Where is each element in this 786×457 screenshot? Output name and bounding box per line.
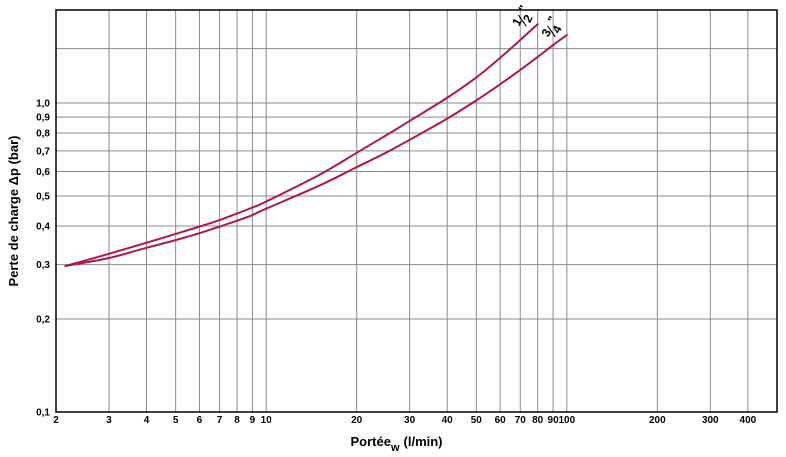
x-tick-label: 100 <box>558 415 575 426</box>
y-tick-label: 0,3 <box>36 260 50 271</box>
series-line <box>64 34 568 267</box>
x-tick-label: 80 <box>532 415 544 426</box>
x-axis-title-subscript: w <box>390 442 400 454</box>
x-tick-label: 8 <box>234 415 240 426</box>
x-tick-label: 9 <box>250 415 256 426</box>
x-tick-labels: 2 3 4 5 6 7 8 9 10 20 30 40 50 60 70 80 90 100 200 300 400 <box>53 415 756 426</box>
y-tick-label: 0,2 <box>36 314 50 325</box>
series-label-inch-mark: " <box>515 3 530 15</box>
x-axis-title-unit: (l/min) <box>404 434 443 449</box>
y-axis-title: Perte de charge Δp (bar) <box>6 136 21 287</box>
x-tick-label: 6 <box>197 415 203 426</box>
x-tick-label: 50 <box>471 415 483 426</box>
series-line <box>64 23 539 267</box>
fraction-bar <box>517 14 527 27</box>
x-tick-label: 400 <box>740 415 757 426</box>
x-tick-label: 60 <box>495 415 507 426</box>
x-tick-label: 4 <box>144 415 150 426</box>
y-tick-label: 0,8 <box>36 128 50 139</box>
x-tick-label: 5 <box>173 415 179 426</box>
x-tick-label: 7 <box>217 415 223 426</box>
x-tick-label: 20 <box>351 415 363 426</box>
y-tick-label: 0,9 <box>36 113 50 124</box>
y-tick-label: 0,4 <box>36 221 50 232</box>
series-label-inch-mark: " <box>545 14 560 26</box>
plot-frame <box>55 9 778 413</box>
x-tick-label: 90 <box>548 415 560 426</box>
y-tick-labels: 0,1 0,2 0,3 0,4 0,5 0,6 0,7 0,8 0,9 1,0 <box>36 99 50 419</box>
fraction-bar <box>547 25 556 38</box>
series-layer <box>64 23 568 267</box>
y-tick-label: 0,7 <box>36 146 50 157</box>
y-tick-label: 0,6 <box>36 167 50 178</box>
y-tick-label: 0,5 <box>36 192 50 203</box>
x-tick-label: 3 <box>106 415 112 426</box>
x-tick-label: 40 <box>442 415 454 426</box>
x-tick-label: 10 <box>261 415 273 426</box>
x-tick-label: 300 <box>702 415 719 426</box>
x-tick-label: 30 <box>404 415 416 426</box>
grid <box>55 10 777 413</box>
x-tick-label: 70 <box>515 415 527 426</box>
x-tick-label: 2 <box>53 415 59 426</box>
x-axis-title: Portéew (l/min) <box>350 434 442 454</box>
x-tick-label: 200 <box>649 415 666 426</box>
y-tick-label: 1,0 <box>36 99 50 110</box>
x-axis-title-main: Portée <box>350 434 390 449</box>
y-tick-label: 0,1 <box>36 408 50 419</box>
